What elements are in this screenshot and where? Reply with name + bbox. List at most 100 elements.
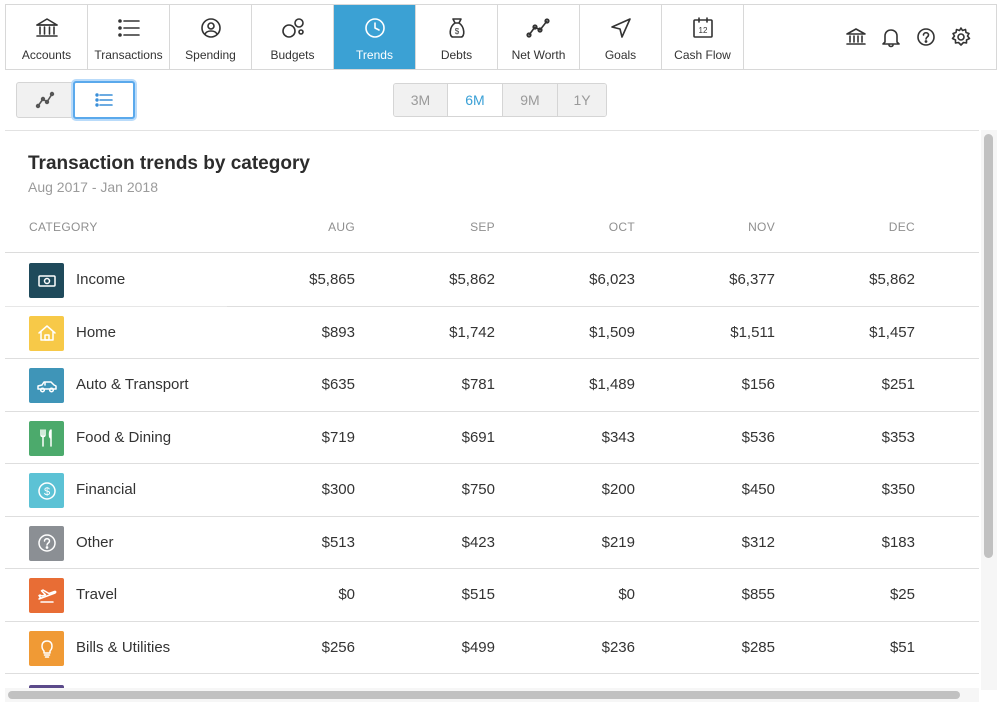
budgets-icon <box>281 18 304 38</box>
category-icon-bg <box>29 525 64 561</box>
airplane-icon <box>37 588 56 603</box>
value-aug: $635 <box>321 376 355 393</box>
value-oct: $236 <box>601 638 635 656</box>
nav-cash-flow[interactable]: 12 Cash Flow <box>662 5 744 69</box>
table-row[interactable]: Income $5,865 $5,862 $6,023 $6,377 $5,86… <box>5 254 979 307</box>
value-sep: $499 <box>461 638 495 656</box>
money-bag-icon: $ <box>448 18 465 38</box>
table-row[interactable]: Auto & Transport $635 $781 $1,489 $156 $… <box>5 359 979 412</box>
help-icon[interactable] <box>915 26 937 48</box>
category-name: Financial <box>76 481 137 498</box>
header-oct[interactable]: OCT <box>608 220 635 234</box>
nav-utility-icons <box>845 5 996 69</box>
table-row[interactable]: $ Financial $300 $750 $200 $450 $350 <box>5 464 979 517</box>
value-nov: $6,377 <box>729 271 775 288</box>
nav-debts[interactable]: $ Debts <box>416 5 498 69</box>
calendar-icon: 12 <box>692 17 713 38</box>
nav-net-worth[interactable]: Net Worth <box>498 5 580 69</box>
value-aug: $5,865 <box>309 271 355 288</box>
header-dec[interactable]: DEC <box>888 220 915 234</box>
fork-knife-icon <box>39 429 52 447</box>
nav-transactions[interactable]: Transactions <box>88 5 170 69</box>
category-name: Travel <box>76 586 118 603</box>
range-3m-button[interactable]: 3M <box>394 84 448 116</box>
svg-text:$: $ <box>43 486 49 498</box>
horizontal-scroll-thumb[interactable] <box>8 691 960 699</box>
panel-title: Transaction trends by category <box>28 153 310 174</box>
range-9m-button[interactable]: 9M <box>503 84 558 116</box>
nav-spending[interactable]: Spending <box>170 5 252 69</box>
bank-icon[interactable] <box>845 26 867 48</box>
top-navigation: Accounts Transactions Spending Budgets T… <box>5 4 997 70</box>
value-oct: $1,509 <box>589 323 635 341</box>
chart-view-button[interactable] <box>16 82 74 118</box>
category-name: Bills & Utilities <box>76 638 171 656</box>
table-row[interactable]: Home $893 $1,742 $1,509 $1,511 $1,457 <box>5 307 979 359</box>
value-dec: $353 <box>881 428 915 446</box>
value-dec: $5,862 <box>869 271 915 288</box>
header-nov[interactable]: NOV <box>748 220 775 234</box>
nav-label-budgets: Budgets <box>270 48 315 62</box>
nav-accounts[interactable]: Accounts <box>6 5 88 69</box>
value-oct: $343 <box>601 428 635 446</box>
table-row[interactable]: Food & Dining $719 $691 $343 $536 $353 <box>5 412 979 464</box>
value-oct: $219 <box>601 533 635 551</box>
value-oct: $6,023 <box>589 271 635 288</box>
clock-icon <box>364 18 385 38</box>
nav-label-accounts: Accounts <box>21 48 72 62</box>
nav-label-cash-flow: Cash Flow <box>674 48 731 62</box>
value-sep: $1,742 <box>449 323 495 341</box>
nav-budgets[interactable]: Budgets <box>252 5 334 69</box>
nav-trends[interactable]: Trends <box>334 5 416 69</box>
value-aug: $719 <box>321 428 355 446</box>
line-graph-icon <box>525 18 550 38</box>
line-chart-icon <box>35 91 55 109</box>
header-category[interactable]: CATEGORY <box>29 220 98 234</box>
value-aug: $513 <box>321 533 355 551</box>
value-sep: $5,862 <box>449 271 495 288</box>
table-row[interactable]: Travel $0 $515 $0 $855 $25 <box>5 569 979 622</box>
settings-gear-icon[interactable] <box>950 26 972 48</box>
value-oct: $0 <box>618 586 635 603</box>
spending-icon <box>200 18 221 38</box>
svg-text:$: $ <box>454 27 459 36</box>
value-sep: $423 <box>461 533 495 551</box>
time-range-selector: 3M 6M 9M 1Y <box>393 83 607 117</box>
category-name: Income <box>76 271 126 288</box>
table-header: CATEGORY AUG SEP OCT NOV DEC <box>5 217 979 253</box>
dollar-circle-icon: $ <box>37 481 56 500</box>
value-sep: $515 <box>461 586 495 603</box>
category-rows: Income $5,865 $5,862 $6,023 $6,377 $5,86… <box>5 254 979 674</box>
navigation-arrow-icon <box>610 18 631 38</box>
value-dec: $350 <box>881 481 915 498</box>
nav-goals[interactable]: Goals <box>580 5 662 69</box>
value-nov: $285 <box>741 638 775 656</box>
header-sep[interactable]: SEP <box>470 220 495 234</box>
category-name: Other <box>76 533 114 551</box>
bell-icon[interactable] <box>880 26 902 48</box>
row-divider <box>5 305 227 307</box>
value-sep: $750 <box>461 481 495 498</box>
value-aug: $300 <box>321 481 355 498</box>
category-icon-bg <box>29 315 64 351</box>
table-row[interactable]: Bills & Utilities $256 $499 $236 $285 $5… <box>5 622 979 674</box>
value-aug: $0 <box>338 586 355 603</box>
horizontal-scrollbar[interactable] <box>5 688 979 702</box>
category-name: Food & Dining <box>76 428 172 446</box>
table-row[interactable]: Other $513 $423 $219 $312 $183 <box>5 517 979 569</box>
value-dec: $251 <box>881 376 915 393</box>
vertical-scrollbar[interactable] <box>981 130 997 690</box>
bank-icon <box>35 18 58 37</box>
value-nov: $156 <box>741 376 775 393</box>
category-name: Home <box>76 323 117 341</box>
nav-label-transactions: Transactions <box>94 48 163 62</box>
value-oct: $200 <box>601 481 635 498</box>
header-aug[interactable]: AUG <box>328 220 355 234</box>
cash-icon <box>37 274 56 287</box>
range-1y-button[interactable]: 1Y <box>558 84 606 116</box>
house-icon <box>37 325 56 341</box>
list-view-button[interactable] <box>73 81 135 119</box>
value-nov: $1,511 <box>730 323 775 341</box>
range-6m-button[interactable]: 6M <box>448 84 503 116</box>
vertical-scroll-thumb[interactable] <box>984 134 993 558</box>
